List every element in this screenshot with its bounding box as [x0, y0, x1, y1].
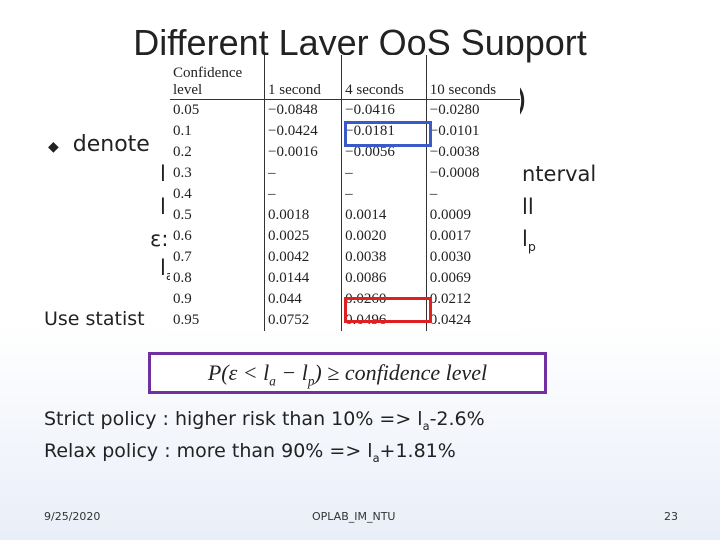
relax-policy: Relax policy : more than 90% => la+1.81% — [44, 440, 456, 465]
fragment: ε: — [150, 227, 169, 251]
use-text: Use statist — [44, 308, 145, 330]
table-row: 0.8 0.0144 0.0086 0.0069 — [170, 268, 520, 289]
table-cell: – — [263, 184, 342, 205]
text: -2.6% — [429, 408, 485, 430]
table-cell: 0.7 — [173, 249, 192, 265]
table-cell: – — [341, 163, 427, 184]
table-cell: 0.0424 — [425, 310, 520, 331]
table-cell: −0.0016 — [263, 142, 342, 163]
table-cell: 0.3 — [173, 165, 192, 181]
table-cell: 0.0752 — [263, 310, 342, 331]
title-tail: ) — [515, 80, 527, 118]
table-row: 0.6 0.0025 0.0020 0.0017 — [170, 226, 520, 247]
table-cell: −0.0416 — [341, 99, 427, 121]
subscript: p — [307, 373, 315, 389]
table-row: 0.3– – −0.0008 — [170, 163, 520, 184]
formula-part: ) ≥ confidence level — [314, 360, 488, 385]
table-cell: 0.0014 — [341, 205, 427, 226]
subscript: a — [269, 373, 276, 389]
text: Strict policy : higher risk than 10% => … — [44, 408, 423, 430]
table-cell: 0.0038 — [341, 247, 427, 268]
table-cell: 0.2 — [173, 144, 192, 160]
table-row: 0.5 0.0018 0.0014 0.0009 — [170, 205, 520, 226]
table-cell: 0.044 — [263, 289, 342, 310]
table-cell: 0.5 — [173, 207, 192, 223]
table-cell: 0.0086 — [341, 268, 427, 289]
table-cell: −0.0181 — [341, 121, 427, 142]
subscript: a — [166, 268, 174, 283]
footer-center: OPLAB_IM_NTU — [312, 510, 396, 523]
fragment: nterval — [522, 162, 597, 186]
subscript: a — [422, 418, 430, 433]
formula-part: − l — [275, 360, 308, 385]
highlight-box — [344, 297, 432, 323]
fragment: l — [160, 162, 166, 186]
table-cell: 0.1 — [173, 123, 192, 139]
table-cell: 0.9 — [173, 291, 192, 307]
header-cell: 10 seconds — [425, 55, 520, 100]
page-number: 23 — [664, 510, 678, 523]
bullet-text: denote — [72, 132, 150, 157]
table-cell: 0.0042 — [263, 247, 342, 268]
table-cell: −0.0101 — [425, 121, 520, 142]
formula: P(ε < la − lp) ≥ confidence level — [148, 352, 547, 394]
formula-part: P(ε < l — [207, 360, 270, 385]
fragment: l — [522, 227, 528, 251]
table-cell: −0.0038 — [425, 142, 520, 163]
table-row: 0.4– – – — [170, 184, 520, 205]
text: +1.81% — [379, 440, 456, 462]
table-cell: – — [425, 184, 520, 205]
table-cell: −0.0008 — [425, 163, 520, 184]
table-header: Confidence level 1 second 4 seconds 10 seco… — [170, 55, 520, 100]
table-cell: 0.0025 — [263, 226, 342, 247]
fragment: lp — [522, 227, 536, 254]
highlight-box — [344, 121, 432, 147]
header-cell: Confidence level — [170, 55, 265, 100]
table-cell: −0.0056 — [341, 142, 427, 163]
table-cell: 0.0009 — [425, 205, 520, 226]
subscript: p — [527, 239, 536, 255]
table-cell: – — [341, 184, 427, 205]
text: Relax policy : more than 90% => l — [44, 440, 373, 462]
table-cell: −0.0280 — [425, 99, 520, 121]
table: Confidence level 1 second 4 seconds 10 seco… — [170, 55, 520, 331]
table-row: 0.05 −0.0848 −0.0416 −0.0280 — [170, 99, 520, 121]
fragment: ll — [522, 195, 534, 219]
table-cell: 0.4 — [173, 186, 192, 202]
footer-date: 9/25/2020 — [44, 510, 101, 523]
table-cell: 0.0069 — [425, 268, 520, 289]
table-cell: 0.0030 — [425, 247, 520, 268]
table-row: 0.2 −0.0016 −0.0056 −0.0038 — [170, 142, 520, 163]
strict-policy: Strict policy : higher risk than 10% => … — [44, 408, 485, 433]
table-cell: 0.95 — [173, 312, 200, 328]
table-cell: 0.0212 — [425, 289, 520, 310]
table-cell: 0.0020 — [341, 226, 427, 247]
subscript: a — [372, 450, 380, 465]
bullet-icon: ◆ — [48, 139, 59, 155]
table-cell: – — [263, 163, 342, 184]
bullet: ◆ denote — [48, 132, 150, 157]
table-cell: 0.6 — [173, 228, 192, 244]
table-row: 0.1 −0.0424 −0.0181 −0.0101 — [170, 121, 520, 142]
header-cell: 4 seconds — [341, 55, 427, 100]
table-cell: 0.0018 — [263, 205, 342, 226]
table-cell: −0.0848 — [263, 99, 342, 121]
header-cell: 1 second — [263, 55, 342, 100]
table-cell: 0.0144 — [263, 268, 342, 289]
table-row: 0.7 0.0042 0.0038 0.0030 — [170, 247, 520, 268]
fragment: l — [160, 256, 166, 280]
fragment: l — [160, 195, 166, 219]
table-cell: 0.8 — [173, 270, 192, 286]
table-cell: −0.0424 — [263, 121, 342, 142]
table-cell: 0.0017 — [425, 226, 520, 247]
fragment: la — [160, 256, 174, 283]
table-cell: 0.05 — [173, 102, 200, 118]
